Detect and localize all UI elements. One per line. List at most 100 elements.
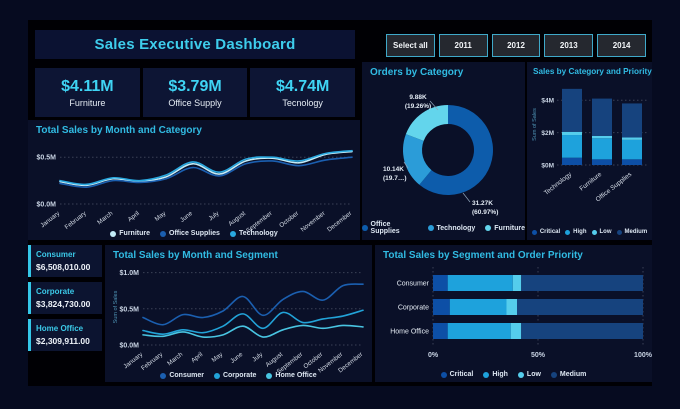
hbar-segment-consumer-high[interactable] [447,275,513,291]
legend-dot [362,225,368,231]
bar-segment-technology-low[interactable] [562,131,582,136]
bar-segment-office-supplies-critical[interactable] [622,159,642,165]
bar-segment-technology-high[interactable] [562,135,582,158]
legend-item-furniture[interactable]: Furniture [485,225,525,232]
bar-segment-technology-critical[interactable] [562,157,582,165]
legend-item-technology[interactable]: Technology [427,225,475,232]
legend-dot [160,372,167,379]
hbar-segment-consumer-critical[interactable] [433,275,448,291]
series-line-furniture[interactable] [59,150,353,187]
y-axis-tick: $0.5M [37,155,57,162]
year-button-2012[interactable]: 2012 [491,34,541,57]
legend-item-corporate[interactable]: Corporate [213,372,256,379]
hbar-segment-corporate-medium[interactable] [517,299,643,315]
legend-dot [591,229,597,235]
x-axis-tick: June [229,351,244,365]
y-axis-title: Sum of Sales [532,108,538,141]
kpi-card-office-supply: $3.79M Office Supply [142,68,248,117]
series-line-consumer[interactable] [142,283,364,326]
legend-item-technology[interactable]: Technology [229,230,278,237]
x-axis-tick: February [64,210,89,232]
donut-slice-technology[interactable] [403,134,432,185]
legend-item-critical[interactable]: Critical [440,371,474,378]
legend-dot [266,372,273,379]
legend-label: Low [599,229,612,235]
kpi-card-furniture: $4.11M Furniture [35,68,140,117]
segment-card-value: $2,309,911.00 [36,336,90,346]
donut-label-office-supplies: 31.27K (60.97%) [472,200,498,216]
x-axis-tick: February [140,351,165,373]
bar-segment-furniture-low[interactable] [592,135,612,139]
legend-item-office-supplies[interactable]: Office Supplies [362,221,418,235]
hbar-segment-consumer-low[interactable] [512,275,522,291]
legend-item-low[interactable]: Low [591,229,612,235]
legend-label: Furniture [119,230,150,237]
panel-orders-by-category: Orders by Category 31.27K (60.97%) 10.14K(… [362,62,525,240]
chart-title: Orders by Category [370,67,464,78]
bar-segment-office-supplies-low[interactable] [622,137,642,140]
hbar-segment-consumer-medium[interactable] [521,275,643,291]
kpi-value: $3.79M [168,77,222,95]
donut-slice-office-supplies[interactable] [419,105,493,195]
hbar-segment-home-office-low[interactable] [510,323,522,339]
kpi-value: $4.74M [275,77,330,95]
series-line-home-office[interactable] [142,324,364,338]
legend-item-low[interactable]: Low [517,371,541,378]
kpi-row: $4.11M Furniture $3.79M Office Supply $4.74M… [35,68,356,117]
series-line-corporate[interactable] [142,309,364,335]
kpi-label: Furniture [69,97,106,108]
year-button-2011[interactable]: 2011 [438,34,488,57]
bar-segment-furniture-high[interactable] [592,138,612,160]
hbar-segment-corporate-low[interactable] [506,299,518,315]
bar-segment-office-supplies-high[interactable] [622,139,642,160]
legend-item-consumer[interactable]: Consumer [160,372,204,379]
x-axis-tick: Furniture [578,171,603,193]
legend-label: Consumer [169,372,204,379]
legend-item-furniture[interactable]: Furniture [110,230,150,237]
y-axis-title: Sum of Sales [113,290,119,323]
row-label-consumer: Consumer [397,281,430,288]
donut-slice-furniture[interactable] [405,105,448,141]
row-label-corporate: Corporate [398,305,429,312]
x-axis-tick: June [179,210,194,224]
series-line-technology[interactable] [59,149,353,186]
bar-segment-furniture-medium[interactable] [592,98,612,136]
hbar-segment-home-office-high[interactable] [447,323,511,339]
legend-item-office-supplies[interactable]: Office Supplies [160,230,220,237]
legend-label: High [573,229,587,235]
year-button-2014[interactable]: 2014 [597,34,646,57]
hbar-segment-corporate-critical[interactable] [433,299,450,315]
legend-label: Furniture [494,224,525,232]
legend-item-medium[interactable]: Medium [550,371,586,378]
year-button-2013[interactable]: 2013 [544,34,594,57]
legend-dot [110,230,117,237]
x-axis-tick: April [127,210,141,223]
legend-dot [616,229,622,235]
legend-item-critical[interactable]: Critical [531,229,560,235]
hbar-segment-corporate-high[interactable] [449,299,507,315]
x-axis-tick: March [166,351,184,368]
hbar-segment-home-office-medium[interactable] [521,323,643,339]
bar-segment-furniture-critical[interactable] [592,159,612,165]
bar-segment-technology-medium[interactable] [562,88,582,132]
panel-sales-by-month-segment: Total Sales by Month and Segment $0.0M $0… [105,245,372,382]
legend-label: Medium [624,229,648,235]
legend-item-high[interactable]: High [483,371,508,378]
y-axis-tick: $0.0M [37,202,57,209]
hbar-segment-home-office-critical[interactable] [433,323,448,339]
year-slicer: Select all 2011 2012 2013 2014 [386,34,646,57]
segment-kpi-panel: Consumer $6,508,010.00 Corporate $3,824,730… [28,245,102,382]
stacked-hbar-chart-segment-priority: 0% 50% 100% Consumer Corporate Home Office [390,267,652,359]
legend-item-home-office[interactable]: Home Office [266,372,317,379]
legend-month-category: Furniture Office Supplies Technology [28,230,360,237]
legend-dot [485,225,492,231]
series-line-office-supplies[interactable] [59,156,353,188]
legend-item-medium[interactable]: Medium [616,229,648,235]
bar-segment-office-supplies-medium[interactable] [622,103,642,138]
x-axis-tick: 100% [634,352,652,359]
year-button-select-all[interactable]: Select all [386,34,435,57]
segment-card-home-office: Home Office $2,309,911.00 [28,319,102,351]
legend-item-high[interactable]: High [565,229,587,235]
legend-label: Critical [449,371,474,378]
